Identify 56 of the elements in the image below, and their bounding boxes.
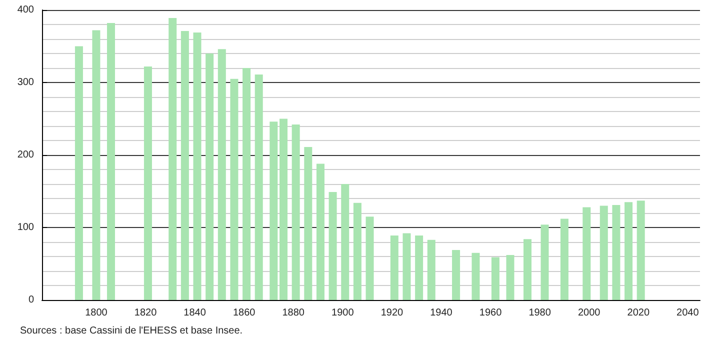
bar [341, 184, 350, 300]
bar [168, 18, 177, 300]
bar [292, 124, 300, 300]
bar [304, 147, 312, 300]
bar [506, 255, 514, 300]
bar [636, 200, 645, 300]
bar [254, 74, 263, 300]
bar [230, 78, 238, 300]
bar [582, 207, 591, 300]
bar [280, 118, 288, 300]
y-tick-label: 0 [28, 294, 34, 306]
x-tick-label: 1800 [85, 308, 108, 318]
x-tick-label: 1820 [134, 308, 158, 318]
bar [427, 240, 436, 300]
x-tick-label: 1840 [184, 308, 206, 318]
y-tick-label: 200 [17, 150, 34, 160]
x-tick-label: 1920 [380, 308, 404, 318]
source-note: Sources : base Cassini de l'EHESS et base Insee. [20, 326, 243, 336]
bar [193, 32, 202, 300]
bar [624, 202, 633, 300]
x-tick-label: 2040 [676, 308, 700, 318]
x-tick-label: 1860 [232, 308, 256, 318]
x-tick-label: 2000 [578, 308, 601, 318]
x-tick-label: 1900 [332, 308, 354, 318]
bar [218, 49, 226, 300]
bar [316, 164, 324, 300]
bar [523, 239, 532, 300]
x-tick-label: 1940 [430, 308, 453, 318]
x-tick-label: 1960 [479, 308, 502, 318]
bar [452, 250, 460, 300]
bar [353, 202, 362, 300]
bar [328, 192, 337, 300]
y-tick-label: 100 [17, 222, 34, 233]
bar [242, 68, 251, 300]
bar [472, 252, 480, 300]
bar [600, 206, 608, 300]
bar [144, 66, 152, 300]
bar [107, 23, 116, 300]
y-tick-label: 300 [17, 77, 34, 88]
x-tick-label: 1880 [282, 308, 305, 318]
bar [402, 233, 411, 300]
bar [415, 235, 424, 300]
x-tick-label: 1980 [528, 308, 552, 318]
bar [74, 46, 83, 300]
bar [180, 31, 189, 300]
bar [540, 224, 549, 300]
bar [491, 257, 500, 300]
bar [270, 122, 278, 300]
bar [390, 235, 398, 300]
bar [366, 216, 374, 300]
bar [206, 54, 214, 300]
bar [92, 30, 100, 300]
x-tick-label: 2020 [627, 308, 650, 318]
bar [560, 218, 568, 300]
bar [612, 205, 620, 300]
y-tick-label: 400 [17, 4, 34, 16]
